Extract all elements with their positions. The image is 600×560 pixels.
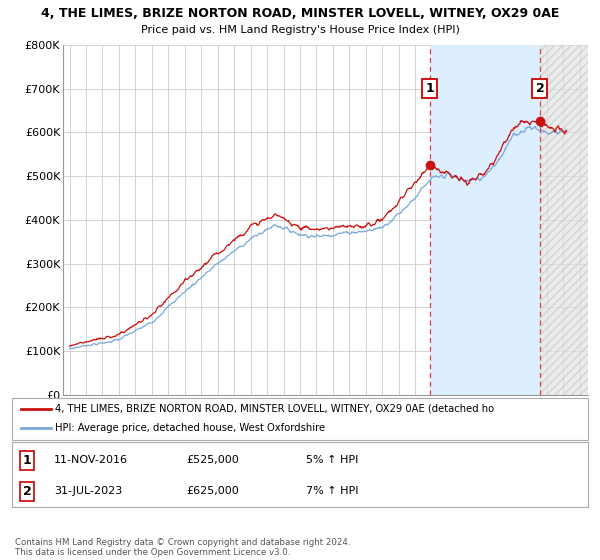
Text: HPI: Average price, detached house, West Oxfordshire: HPI: Average price, detached house, West… (55, 423, 325, 433)
Text: 2: 2 (23, 485, 31, 498)
Text: 4, THE LIMES, BRIZE NORTON ROAD, MINSTER LOVELL, WITNEY, OX29 0AE: 4, THE LIMES, BRIZE NORTON ROAD, MINSTER… (41, 7, 559, 20)
Text: 5% ↑ HPI: 5% ↑ HPI (306, 455, 358, 465)
Bar (430, 45, 540, 395)
Text: 1: 1 (23, 454, 31, 467)
Text: 31-JUL-2023: 31-JUL-2023 (54, 486, 122, 496)
Bar (540, 45, 588, 395)
Text: 11-NOV-2016: 11-NOV-2016 (54, 455, 128, 465)
Text: Contains HM Land Registry data © Crown copyright and database right 2024.
This d: Contains HM Land Registry data © Crown c… (15, 538, 350, 557)
Text: £525,000: £525,000 (186, 455, 239, 465)
Text: £625,000: £625,000 (186, 486, 239, 496)
Text: 7% ↑ HPI: 7% ↑ HPI (306, 486, 359, 496)
Text: 1: 1 (425, 82, 434, 95)
Text: Price paid vs. HM Land Registry's House Price Index (HPI): Price paid vs. HM Land Registry's House … (140, 25, 460, 35)
Text: 4, THE LIMES, BRIZE NORTON ROAD, MINSTER LOVELL, WITNEY, OX29 0AE (detached ho: 4, THE LIMES, BRIZE NORTON ROAD, MINSTER… (55, 404, 494, 414)
Bar (540, 45, 588, 395)
Text: 2: 2 (536, 82, 544, 95)
